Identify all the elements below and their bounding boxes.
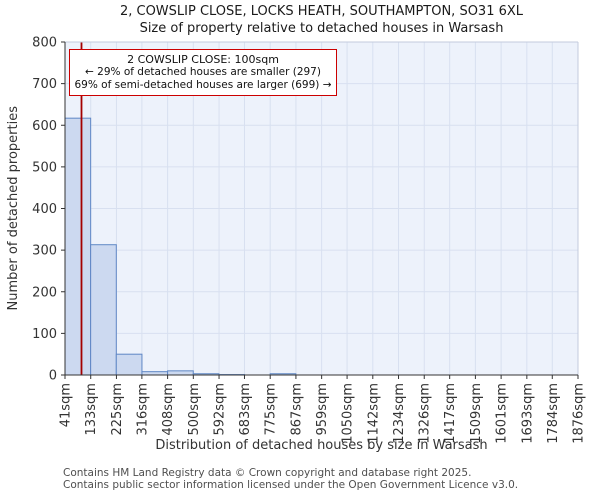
svg-text:500sqm: 500sqm	[187, 383, 202, 436]
chart-subtitle: Size of property relative to detached ho…	[139, 21, 504, 36]
svg-text:408sqm: 408sqm	[161, 383, 176, 436]
svg-text:500: 500	[32, 160, 57, 175]
x-axis-label: Distribution of detached houses by size …	[155, 438, 488, 453]
histogram-plot: 0 100 200 300 400 500 600 700 800 41sqm 133sqm 225s…	[32, 36, 587, 444]
svg-text:1509sqm: 1509sqm	[469, 383, 484, 444]
svg-text:1142sqm: 1142sqm	[366, 383, 381, 444]
svg-text:225sqm: 225sqm	[110, 383, 125, 436]
footer-line1: Contains HM Land Registry data © Crown c…	[63, 467, 472, 479]
footer: Contains HM Land Registry data © Crown c…	[63, 467, 518, 491]
svg-text:683sqm: 683sqm	[238, 383, 253, 436]
svg-text:1693sqm: 1693sqm	[520, 383, 535, 444]
svg-text:1417sqm: 1417sqm	[443, 383, 458, 444]
svg-text:100: 100	[32, 327, 57, 342]
chart-title: 2, COWSLIP CLOSE, LOCKS HEATH, SOUTHAMPT…	[119, 4, 524, 19]
svg-text:1050sqm: 1050sqm	[341, 383, 356, 444]
svg-text:316sqm: 316sqm	[135, 383, 150, 436]
svg-text:959sqm: 959sqm	[315, 383, 330, 436]
annotation-line1: 2 COWSLIP CLOSE: 100sqm	[127, 53, 279, 66]
svg-text:800: 800	[32, 36, 57, 51]
svg-text:600: 600	[32, 119, 57, 134]
svg-text:867sqm: 867sqm	[289, 383, 304, 436]
svg-text:133sqm: 133sqm	[84, 383, 99, 436]
svg-text:700: 700	[32, 77, 57, 92]
svg-text:1876sqm: 1876sqm	[572, 383, 587, 444]
svg-text:0: 0	[49, 369, 57, 384]
svg-text:1234sqm: 1234sqm	[392, 383, 407, 444]
svg-text:592sqm: 592sqm	[213, 383, 228, 436]
y-axis-label: Number of detached properties	[5, 106, 21, 311]
svg-text:1326sqm: 1326sqm	[418, 383, 433, 444]
svg-text:41sqm: 41sqm	[59, 383, 74, 427]
svg-text:1601sqm: 1601sqm	[495, 383, 510, 444]
svg-text:1784sqm: 1784sqm	[546, 383, 561, 444]
svg-text:775sqm: 775sqm	[264, 383, 279, 436]
annotation-line2: ← 29% of detached houses are smaller (29…	[85, 66, 321, 78]
svg-text:300: 300	[32, 244, 57, 259]
annotation-box: 2 COWSLIP CLOSE: 100sqm ← 29% of detache…	[69, 49, 337, 96]
svg-text:400: 400	[32, 202, 57, 217]
annotation-line3: 69% of semi-detached houses are larger (…	[74, 79, 332, 91]
footer-line2: Contains public sector information licen…	[63, 479, 519, 491]
svg-text:200: 200	[32, 285, 57, 300]
